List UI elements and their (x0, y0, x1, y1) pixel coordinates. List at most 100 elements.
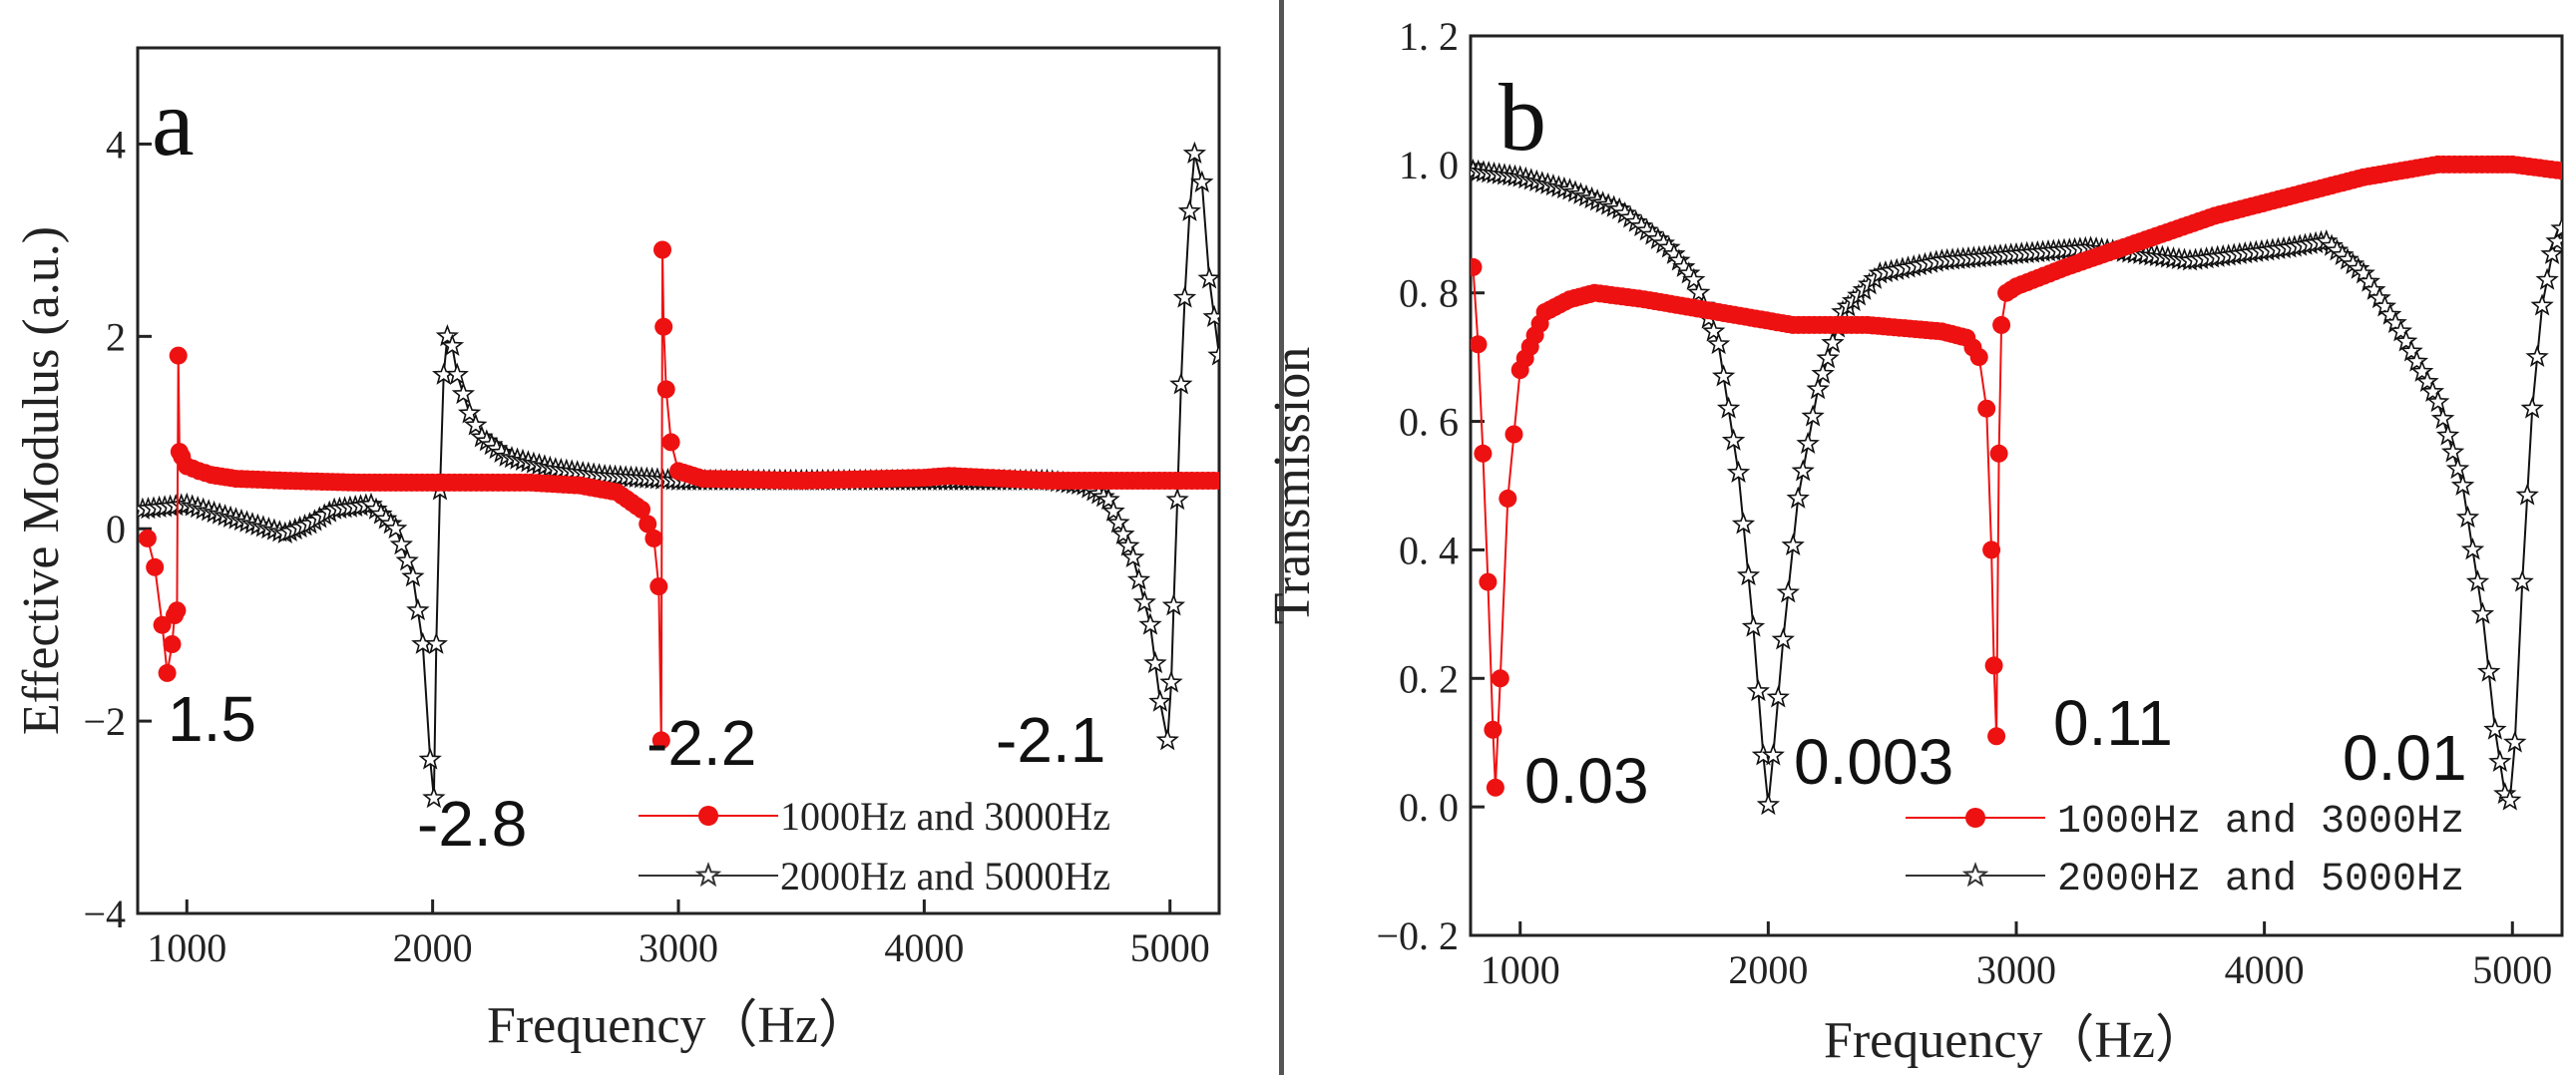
panel-a-data-point (1177, 198, 1202, 221)
panel-a-data-point (656, 380, 675, 399)
panel-b-data-point (1806, 377, 1830, 400)
panel-b-data-point (1706, 332, 1731, 355)
panel-a-data-point (1101, 499, 1125, 522)
panel-a-data-point (1190, 170, 1214, 192)
panel-b-data-point (2503, 730, 2527, 753)
panel-a-data-point (451, 381, 476, 405)
panel-b-data-point (1471, 335, 1488, 354)
panel-b-data-point (1504, 425, 1523, 444)
panel-b-data-point (1486, 778, 1504, 797)
panel-a-data-point (654, 317, 673, 336)
panel-b-data-point (1484, 720, 1503, 739)
panel-a-data-point (445, 362, 469, 385)
panel-a: 1000 2000 3000 4000 5000 −4 −2 0 2 4 a Frequency（… (13, 46, 1221, 1054)
panel-b-data-point (1471, 257, 1483, 276)
panel-b-data-point (1816, 346, 1840, 369)
panel-b-data-point (2378, 302, 2402, 325)
panel-a-ytick-label: −4 (83, 892, 126, 936)
panel-b-data-point (1969, 348, 1988, 367)
panel-b-data-point (1821, 330, 1845, 353)
panel-b-data-point (2372, 294, 2397, 317)
panel-b-data-point (2399, 339, 2423, 362)
panel-b-data-point (1781, 533, 1805, 556)
panel-b-legend: 1000Hz and 3000Hz 2000Hz and 5000Hz (1906, 800, 2464, 902)
panel-b-ylabel: Transmission (1264, 347, 1321, 624)
panel-b-data-point (1796, 431, 1820, 455)
panel-b-ytick-label: −0. 2 (1376, 913, 1459, 958)
panel-b-ticks: 1000 2000 3000 4000 5000 −0. 2 0. 0 0. 2 0. 4 0. … (1376, 14, 2552, 992)
panel-b-data-point (2415, 369, 2439, 392)
panel-b-annotation-3: 0.11 (2053, 687, 2173, 759)
panel-b-data-point (2450, 473, 2475, 496)
panel-b-data-point (2357, 269, 2381, 292)
panel-a-data-point (389, 533, 414, 555)
panel-b-data-point (2388, 319, 2413, 342)
panel-b-data-point (1811, 361, 1835, 384)
panel-a-annotation-3: -2.2 (646, 707, 756, 779)
panel-a-legend-label-1: 1000Hz and 3000Hz (780, 794, 1110, 839)
panel-a-xtick-label: 4000 (884, 925, 964, 970)
panel-a-data-point (138, 529, 157, 547)
panel-b-data-point (2426, 389, 2450, 413)
panel-a-annotation-1: 1.5 (168, 683, 256, 755)
panel-a-plot-area (138, 141, 1219, 809)
panel-a-data-point (418, 747, 442, 770)
panel-b-data-point (2465, 569, 2490, 592)
panel-a-data-point (422, 786, 446, 809)
panel-a-data-point (1169, 372, 1193, 395)
panel-a-data-point (1148, 689, 1172, 712)
panel-b-data-point (2435, 423, 2460, 446)
panel-b-data-point (1801, 404, 1825, 427)
panel-a-data-point (169, 346, 188, 365)
panel-b-data-point (1989, 444, 2008, 463)
panel-a-data-point (153, 615, 172, 634)
panel-a-data-point (653, 240, 671, 259)
panel-b-data-point (2455, 505, 2480, 529)
panel-a-ytick-label: 4 (106, 122, 126, 167)
panel-a-data-point (395, 548, 419, 571)
panel-a-data-point (639, 515, 657, 534)
panel-b-plot-area (1471, 155, 2562, 816)
panel-b-data-point (1731, 512, 1756, 535)
panel-a-data-point (1143, 650, 1167, 674)
panel-a-series (138, 141, 1219, 809)
panel-a-data-point (1159, 670, 1183, 693)
panel-a-data-point (1111, 522, 1135, 544)
panel-b-data-point (2410, 359, 2434, 382)
panel-b-data-point (2430, 406, 2455, 429)
panel-b-data-point (2550, 216, 2562, 239)
panel-b-data-point (1726, 460, 1751, 484)
panel-b-data-point (2383, 310, 2407, 334)
panel-b-data-point (1761, 743, 1785, 766)
panel-a-annotation-4: -2.1 (996, 704, 1105, 776)
panel-b-ytick-label: 0. 8 (1399, 271, 1459, 316)
panel-a-data-point (1106, 511, 1130, 534)
panel-b-annotation-1: 0.03 (1524, 745, 1649, 817)
panel-a-data-point (1126, 567, 1151, 590)
panel-a-xtick-label: 1000 (147, 925, 226, 970)
panel-a-data-point (1161, 593, 1186, 616)
panel-b-data-point (1992, 315, 2011, 334)
panel-a-data-point (1155, 728, 1179, 751)
panel-a-xtick-label: 2000 (393, 925, 473, 970)
panel-b-data-point (1491, 669, 1509, 688)
panel-a-data-point (644, 529, 663, 547)
panel-b-legend-label-1: 1000Hz and 3000Hz (2057, 800, 2464, 845)
panel-a-data-point (651, 731, 670, 750)
panel-a-data-point (1207, 343, 1219, 366)
panel-b-data-point (2498, 788, 2522, 811)
panel-b-data-point (2420, 379, 2445, 403)
panel-a-legend-marker-2 (694, 862, 722, 888)
panel-b-xtick-label: 1000 (1481, 947, 1560, 992)
panel-a-data-point (440, 333, 465, 356)
panel-b-data-point (1786, 486, 1810, 509)
panel-b-data-point (2520, 396, 2544, 419)
panel-a-letter: a (152, 69, 195, 176)
panel-a-legend-marker-1 (698, 806, 718, 826)
panel-b-data-point (1736, 562, 1761, 586)
panel-a-data-point (146, 557, 165, 576)
panel-a-data-point (435, 324, 460, 347)
panel-b-ytick-label: 1. 0 (1399, 143, 1459, 187)
panel-b-data-point (1766, 685, 1790, 708)
